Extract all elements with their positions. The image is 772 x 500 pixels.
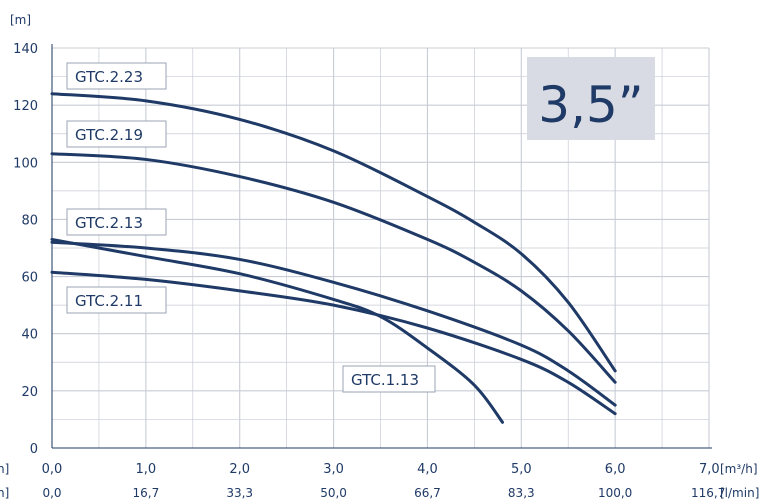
x-tick-label: 0,0 [42,462,63,477]
series-label-box [66,120,167,148]
x2-unit-label: [l/min] [720,486,759,500]
left-cut-label-2: n] [0,486,9,500]
size-badge-text: 3,5” [538,76,643,134]
series-label-text: GTC.2.11 [75,292,143,310]
curve-gtc-1-13 [50,237,505,424]
y-tick-label: 80 [21,213,38,228]
series-label: GTC.1.13 [342,365,436,393]
y-tick-label: 0 [30,442,38,457]
series-label: GTC.2.23 [66,62,167,90]
y-tick-label: 40 [21,328,38,343]
left-cut-label-1: h] [0,462,9,476]
x-tick-label: 7,0 [699,462,720,477]
x2-tick-label: 33,3 [226,486,253,500]
series-label-text: GTC.2.23 [75,68,143,86]
x2-tick-label: 66,7 [414,486,441,500]
y-tick-label: 60 [21,271,38,286]
x2-tick-label: 16,7 [132,486,159,500]
x-tick-label: 6,0 [605,462,626,477]
series-label: GTC.2.11 [66,286,167,314]
y-tick-label: 120 [13,99,38,114]
x2-tick-label: 0,0 [42,486,61,500]
y-tick-label: 140 [13,42,38,57]
y-tick-label: 100 [13,156,38,171]
curve-gtc-2-19 [50,152,617,384]
x-tick-label: 4,0 [417,462,438,477]
y-unit-label: [m] [10,13,31,27]
series-label-text: GTC.2.13 [75,214,143,232]
series-label: GTC.2.19 [66,120,167,148]
curve-gtc-2-11 [50,270,617,416]
x-tick-label: 3,0 [323,462,344,477]
x-tick-label: 5,0 [511,462,532,477]
size-badge-bg [527,57,655,140]
x-tick-label: 1,0 [136,462,157,477]
curve-gtc-2-23 [50,92,617,373]
x2-tick-label: 100,0 [598,486,632,500]
series-label-box [66,208,167,236]
series-label-text: GTC.2.19 [75,126,143,144]
series-label: GTC.2.13 [66,208,167,236]
curves [50,92,617,424]
series-label-box [66,286,167,314]
x-unit-label: [m³/h] [720,462,758,476]
labels: GTC.2.23 GTC.2.19 GTC.2.13 GTC.2.11 GTC.1.13 [66,62,436,393]
series-label-text: GTC.1.13 [351,371,419,389]
x2-tick-label: 116,7 [691,486,725,500]
y-tick-label: 20 [21,385,38,400]
axes: 0 20 40 60 80 100 120 140 0,0 0,0 1,0 16,7 2,0 33,3 3,… [13,42,725,500]
curve-gtc-2-13 [50,240,617,407]
size-badge: 3,5” [527,57,655,140]
x-tick-label: 2,0 [229,462,250,477]
x2-tick-label: 50,0 [320,486,347,500]
series-label-box [342,365,436,393]
series-label-box [66,62,167,90]
x2-tick-label: 83,3 [508,486,535,500]
